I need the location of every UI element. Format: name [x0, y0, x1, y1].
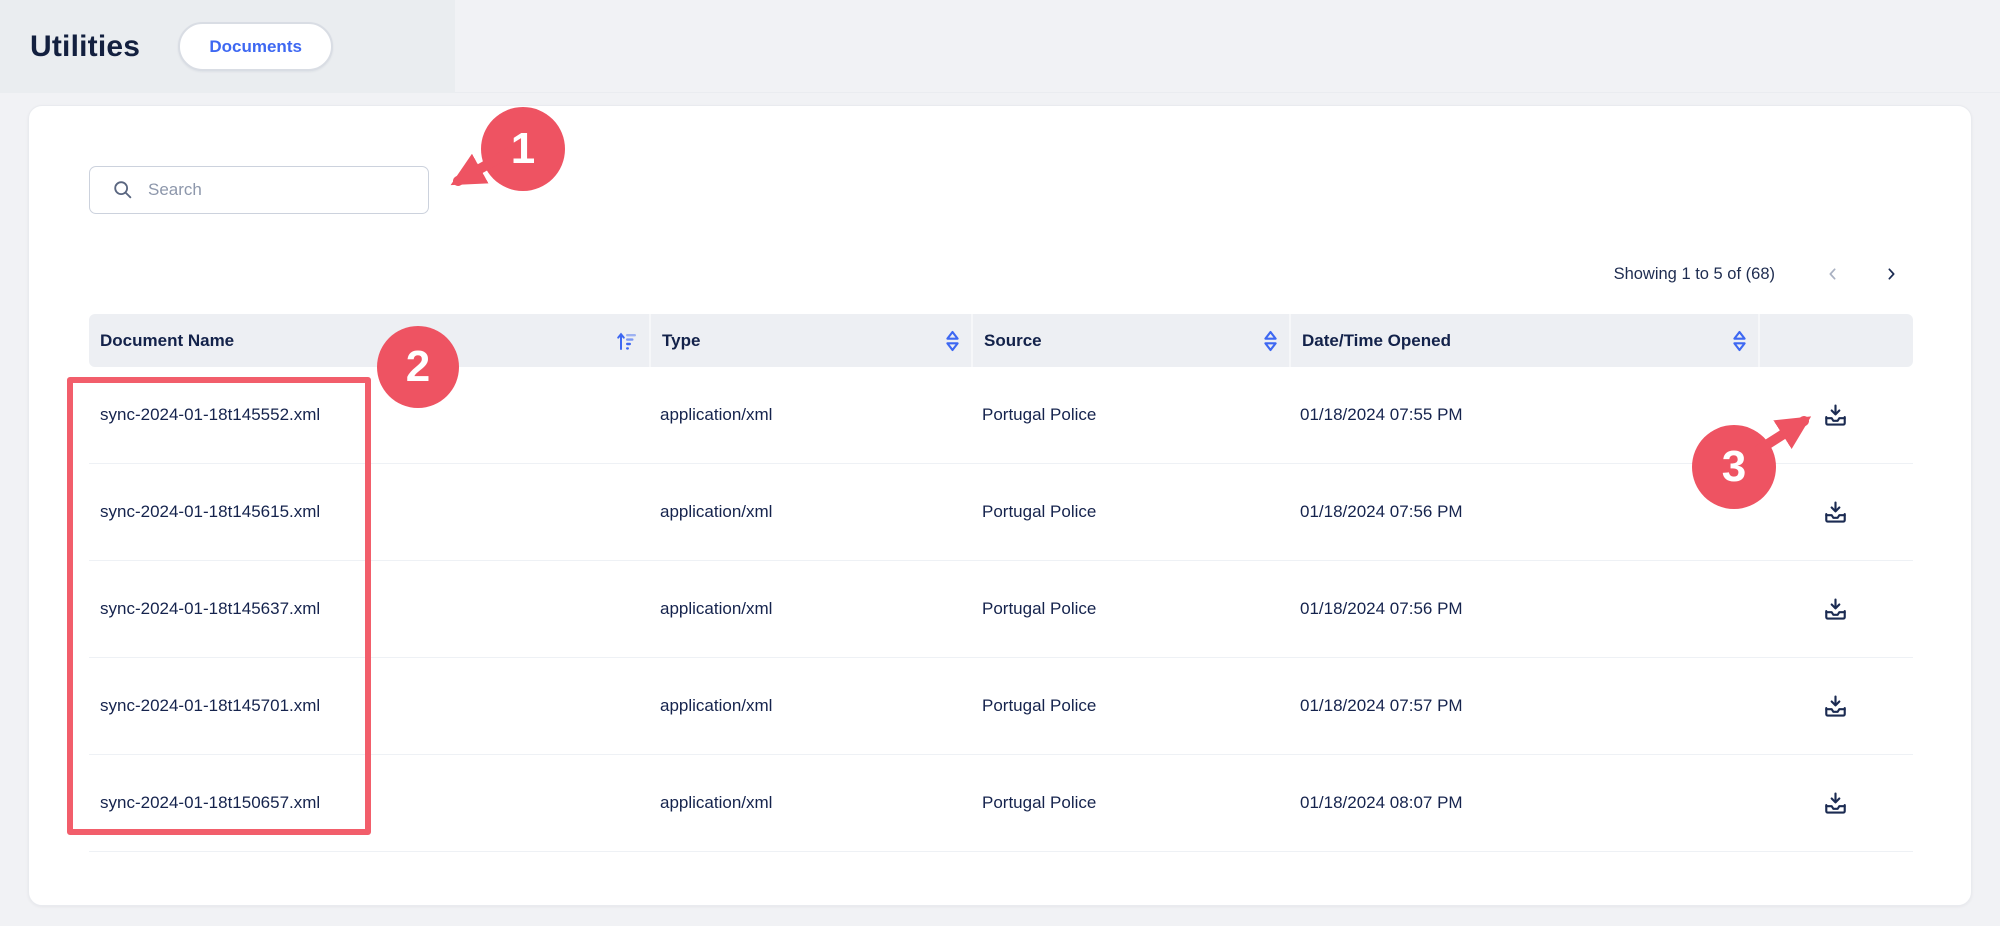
table-body: sync-2024-01-18t145552.xml application/x… [89, 367, 1913, 852]
download-button[interactable] [1819, 398, 1853, 432]
type-cell: application/xml [660, 696, 773, 715]
column-header-source[interactable]: Source [971, 314, 1289, 367]
table-row: sync-2024-01-18t145615.xml application/x… [89, 464, 1913, 561]
pagination-next-button[interactable] [1877, 260, 1905, 288]
type-cell: application/xml [660, 599, 773, 618]
download-tray-icon [1822, 790, 1849, 817]
column-label: Source [984, 330, 1042, 350]
table-row: sync-2024-01-18t145637.xml application/x… [89, 561, 1913, 658]
pagination-prev-button[interactable] [1819, 260, 1847, 288]
document-name-cell: sync-2024-01-18t145701.xml [100, 696, 321, 715]
column-label: Document Name [100, 330, 235, 350]
type-cell: application/xml [660, 793, 773, 812]
column-header-date-time-opened[interactable]: Date/Time Opened [1289, 314, 1758, 367]
documents-card: Showing 1 to 5 of (68) D [28, 105, 1972, 906]
date-time-opened-cell: 01/18/2024 07:57 PM [1300, 696, 1463, 715]
download-tray-icon [1822, 596, 1849, 623]
table-row: sync-2024-01-18t150657.xml application/x… [89, 755, 1913, 852]
document-name-cell: sync-2024-01-18t150657.xml [100, 793, 321, 812]
column-header-document-name[interactable]: Document Name [89, 314, 649, 367]
date-time-opened-cell: 01/18/2024 07:55 PM [1300, 405, 1463, 424]
sort-carets-icon[interactable] [1731, 328, 1748, 354]
download-tray-icon [1822, 499, 1849, 526]
documents-table: Document Name [89, 314, 1913, 852]
document-name-cell: sync-2024-01-18t145615.xml [100, 502, 321, 521]
chevron-left-icon [1825, 266, 1841, 282]
source-cell: Portugal Police [982, 502, 1097, 521]
table-row: sync-2024-01-18t145701.xml application/x… [89, 658, 1913, 755]
date-time-opened-cell: 01/18/2024 07:56 PM [1300, 599, 1463, 618]
download-tray-icon [1822, 693, 1849, 720]
document-name-cell: sync-2024-01-18t145637.xml [100, 599, 321, 618]
top-bar: Utilities Documents [0, 0, 2000, 93]
sort-carets-icon[interactable] [944, 328, 961, 354]
date-time-opened-cell: 01/18/2024 08:07 PM [1300, 793, 1463, 812]
column-header-type[interactable]: Type [649, 314, 971, 367]
source-cell: Portugal Police [982, 793, 1097, 812]
table-header-row: Document Name [89, 314, 1913, 367]
tab-documents[interactable]: Documents [178, 22, 334, 71]
type-cell: application/xml [660, 405, 773, 424]
column-label: Date/Time Opened [1302, 330, 1451, 350]
pagination: Showing 1 to 5 of (68) [1614, 254, 1905, 294]
column-label: Type [662, 330, 701, 350]
chevron-right-icon [1883, 266, 1899, 282]
type-cell: application/xml [660, 502, 773, 521]
sort-carets-icon[interactable] [1262, 328, 1279, 354]
search-box[interactable] [89, 166, 429, 214]
source-cell: Portugal Police [982, 696, 1097, 715]
page-title: Utilities [30, 29, 141, 63]
date-time-opened-cell: 01/18/2024 07:56 PM [1300, 502, 1463, 521]
download-tray-icon [1822, 402, 1849, 429]
page-header: Utilities Documents [0, 0, 455, 93]
source-cell: Portugal Police [982, 405, 1097, 424]
table-row: sync-2024-01-18t145552.xml application/x… [89, 367, 1913, 464]
document-name-cell: sync-2024-01-18t145552.xml [100, 405, 321, 424]
download-button[interactable] [1819, 786, 1853, 820]
sort-amount-up-icon[interactable] [615, 329, 639, 353]
column-header-actions [1758, 314, 1913, 367]
search-input[interactable] [148, 180, 416, 200]
download-button[interactable] [1819, 592, 1853, 626]
download-button[interactable] [1819, 689, 1853, 723]
search-icon [112, 179, 134, 201]
pagination-summary: Showing 1 to 5 of (68) [1613, 264, 1775, 283]
download-button[interactable] [1819, 495, 1853, 529]
source-cell: Portugal Police [982, 599, 1097, 618]
